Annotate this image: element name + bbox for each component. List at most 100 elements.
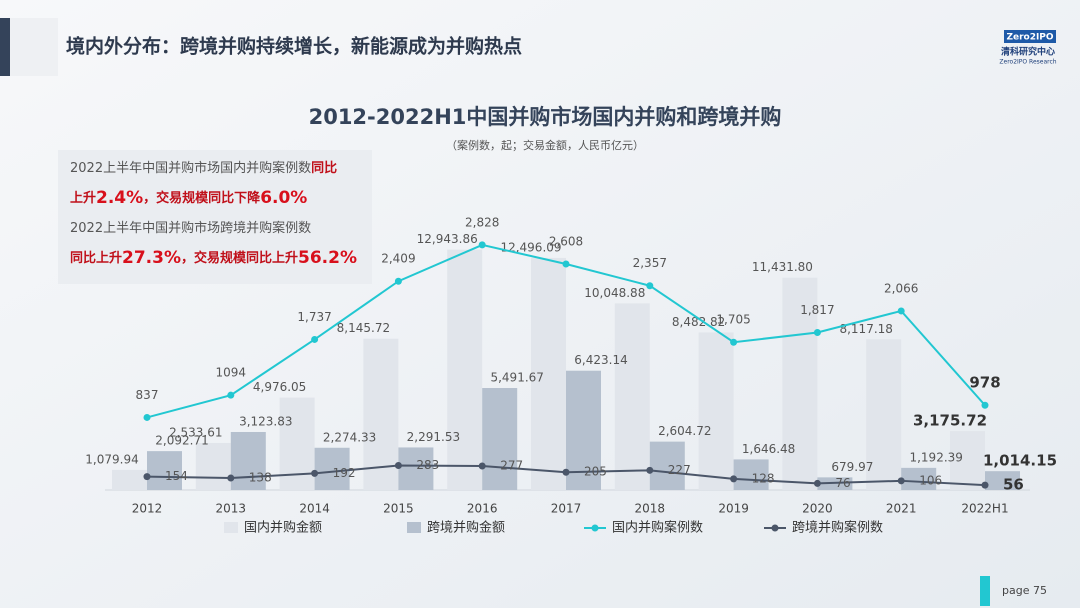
line-marker <box>981 481 989 489</box>
bar <box>649 441 685 490</box>
line-marker <box>394 461 402 469</box>
line-value-label: 283 <box>416 458 439 472</box>
line-marker <box>562 468 570 476</box>
bar-value-label: 2,092.71 <box>155 434 208 448</box>
x-tick-label: 2015 <box>383 502 414 516</box>
x-tick-label: 2022H1 <box>961 502 1008 516</box>
chart-subtitle: （案例数，起；交易金额，人民币亿元） <box>446 138 644 152</box>
bar <box>482 388 518 490</box>
bar <box>363 338 399 490</box>
callout-text: 2.4% <box>96 188 143 208</box>
bar <box>447 249 483 490</box>
callout-text: 同比上升 <box>70 250 122 266</box>
logo-box <box>1004 30 1056 43</box>
legend-label: 国内并购金额 <box>244 520 322 536</box>
line-marker <box>394 277 402 285</box>
line-marker <box>897 477 905 485</box>
bar-value-label: 12,943.86 <box>417 232 478 246</box>
x-tick-label: 2019 <box>718 502 749 516</box>
line-value-label: 106 <box>919 473 942 487</box>
legend-label: 跨境并购案例数 <box>792 520 883 536</box>
header-strip <box>0 18 10 76</box>
line-value-label: 978 <box>969 374 1000 392</box>
line-value-label: 192 <box>333 466 356 480</box>
bar <box>195 442 231 490</box>
x-tick-label: 2018 <box>635 502 666 516</box>
bar <box>112 469 147 490</box>
callout-text: ，交易规模同比下降 <box>143 190 261 206</box>
callout: 2022上半年中国并购市场国内并购案例数同比上升2.4%，交易规模同比下降6.0… <box>70 160 357 269</box>
line-marker <box>897 307 905 315</box>
page-title: 境内外分布：跨境并购持续增长，新能源成为并购热点 <box>66 35 522 58</box>
line-value-label: 2,409 <box>381 252 415 266</box>
bar <box>614 303 650 490</box>
legend-swatch <box>224 522 238 533</box>
bar <box>901 467 937 490</box>
bar-value-label: 8,145.72 <box>337 321 390 335</box>
callout-text: 6.0% <box>260 188 307 208</box>
line-marker <box>143 473 151 481</box>
line-value-label: 227 <box>668 463 691 477</box>
bar-value-label: 1,079.94 <box>85 452 138 466</box>
bar-value-label: 2,291.53 <box>407 430 460 444</box>
x-tick-label: 2016 <box>467 502 498 516</box>
bar-value-label: 2,604.72 <box>658 424 711 438</box>
bar <box>985 471 1020 490</box>
legend-swatch <box>591 524 599 532</box>
bar-value-label: 2,533.61 <box>169 425 222 439</box>
legend-swatch <box>407 522 421 533</box>
bar <box>733 459 769 490</box>
bar-value-label: 1,646.48 <box>742 442 795 456</box>
bar <box>147 451 182 490</box>
legend-label: 跨境并购金额 <box>427 520 505 536</box>
page-number: page 75 <box>1002 584 1047 597</box>
x-tick-label: 2012 <box>132 502 163 516</box>
bar-value-label: 8,117.18 <box>839 322 892 336</box>
line-value-label: 205 <box>584 465 607 479</box>
bar <box>531 257 566 490</box>
x-tick-label: 2017 <box>551 502 582 516</box>
callout-text: ，交易规模同比上升 <box>181 250 298 266</box>
line-value-label: 1,737 <box>297 310 331 324</box>
x-tick-label: 2013 <box>216 502 247 516</box>
x-tick-label: 2020 <box>802 502 833 516</box>
bar-value-label: 4,976.05 <box>253 380 306 394</box>
line-value-label: 154 <box>165 469 188 483</box>
line-marker <box>227 474 235 482</box>
line-value-label: 138 <box>249 471 272 485</box>
line-value-label: 2,608 <box>549 234 583 248</box>
callout-text: 56.2% <box>298 248 357 268</box>
line-value-label: 76 <box>835 476 850 490</box>
line-value-label: 837 <box>136 388 159 402</box>
callout-text: 同比 <box>311 160 337 176</box>
line-marker <box>478 241 486 249</box>
logo-sub: Zero2IPO Research <box>999 59 1056 66</box>
legend-label: 国内并购案例数 <box>612 520 703 536</box>
line-marker <box>143 413 151 421</box>
bar-value-label: 679.97 <box>831 460 873 474</box>
callout-line: 上升2.4%，交易规模同比下降6.0% <box>70 188 307 208</box>
bar <box>314 447 350 490</box>
callout-line: 2022上半年中国并购市场国内并购案例数同比 <box>70 160 337 176</box>
bar-value-label: 1,192.39 <box>909 450 962 464</box>
bar-value-label: 3,175.72 <box>913 412 987 430</box>
header-pad <box>10 18 58 76</box>
line-value-label: 277 <box>500 458 523 472</box>
legend-swatch <box>771 524 779 532</box>
line-marker <box>562 260 570 268</box>
bar-value-label: 3,123.83 <box>239 414 292 428</box>
x-tick-label: 2021 <box>886 502 917 516</box>
chart-title: 2012-2022H1中国并购市场国内并购和跨境并购 <box>309 105 782 129</box>
line-marker <box>813 329 821 337</box>
bar-value-label: 6,423.14 <box>574 353 627 367</box>
callout-line: 同比上升27.3%，交易规模同比上升56.2% <box>70 248 357 268</box>
bar-value-label: 8,482.82 <box>672 315 725 329</box>
footer-strip <box>980 576 990 606</box>
logo-name: 清科研究中心 <box>1001 46 1055 58</box>
line-value-label: 1,817 <box>800 303 834 317</box>
bar-value-label: 1,014.15 <box>983 452 1057 470</box>
bar <box>698 332 734 490</box>
line-value-label: 56 <box>1003 476 1024 494</box>
callout-text: 2022上半年中国并购市场跨境并购案例数 <box>70 220 311 236</box>
